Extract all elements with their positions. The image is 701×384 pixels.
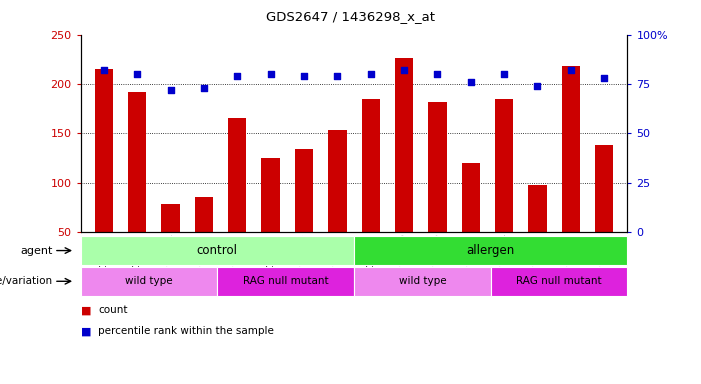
Bar: [328, 131, 346, 232]
Text: percentile rank within the sample: percentile rank within the sample: [98, 326, 274, 336]
Point: [532, 83, 543, 89]
Point: [332, 73, 343, 79]
Bar: [195, 197, 213, 232]
Bar: [128, 92, 147, 232]
Text: ■: ■: [81, 326, 91, 336]
Text: GDS2647 / 1436298_x_at: GDS2647 / 1436298_x_at: [266, 10, 435, 23]
Point: [599, 75, 610, 81]
Bar: [595, 145, 613, 232]
Bar: [228, 118, 247, 232]
Point: [165, 87, 176, 93]
Bar: [428, 102, 447, 232]
Text: control: control: [197, 244, 238, 257]
Bar: [95, 69, 113, 232]
Text: ■: ■: [81, 305, 91, 315]
Point: [198, 85, 210, 91]
Point: [132, 71, 143, 77]
Bar: [461, 163, 480, 232]
Point: [398, 67, 409, 73]
Text: genotype/variation: genotype/variation: [0, 276, 53, 286]
Bar: [161, 204, 179, 232]
Text: count: count: [98, 305, 128, 315]
Text: allergen: allergen: [467, 244, 515, 257]
Bar: [395, 58, 413, 232]
Text: agent: agent: [20, 245, 53, 256]
Point: [498, 71, 510, 77]
Point: [98, 67, 109, 73]
Point: [432, 71, 443, 77]
Point: [232, 73, 243, 79]
Point: [265, 71, 276, 77]
Text: wild type: wild type: [125, 276, 172, 286]
Point: [565, 67, 576, 73]
Text: RAG null mutant: RAG null mutant: [516, 276, 602, 286]
Point: [365, 71, 376, 77]
Point: [299, 73, 310, 79]
Bar: [529, 185, 547, 232]
Point: [465, 79, 476, 85]
Bar: [362, 99, 380, 232]
Bar: [495, 99, 513, 232]
Text: RAG null mutant: RAG null mutant: [243, 276, 329, 286]
Bar: [295, 149, 313, 232]
Bar: [562, 66, 580, 232]
Bar: [261, 158, 280, 232]
Text: wild type: wild type: [399, 276, 446, 286]
